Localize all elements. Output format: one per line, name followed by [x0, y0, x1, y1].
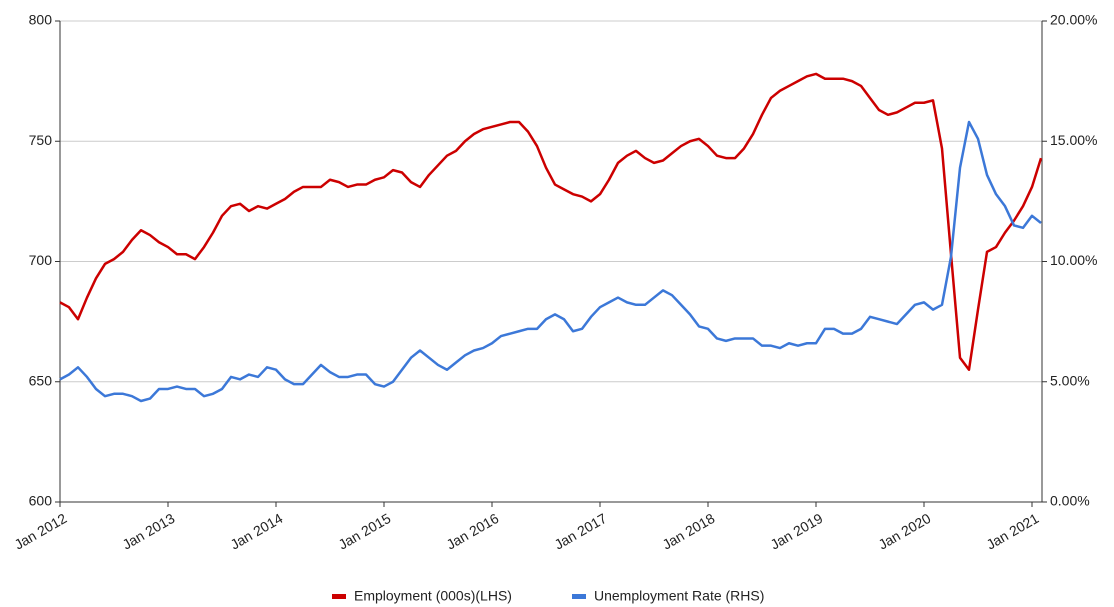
legend-label: Unemployment Rate (RHS): [594, 588, 764, 604]
legend-swatch: [332, 594, 346, 599]
x-tick-label: Jan 2020: [875, 510, 933, 553]
y2-tick-label: 0.00%: [1050, 493, 1090, 509]
y-tick-label: 600: [29, 493, 53, 509]
legend-swatch: [572, 594, 586, 599]
series-line: [59, 120, 1042, 403]
x-tick-label: Jan 2021: [983, 510, 1041, 553]
x-tick-label: Jan 2012: [11, 510, 69, 553]
x-tick-label: Jan 2018: [659, 510, 717, 553]
x-tick-label: Jan 2019: [767, 510, 825, 553]
x-tick-label: Jan 2014: [227, 510, 285, 553]
x-tick-label: Jan 2016: [443, 510, 501, 553]
x-tick-label: Jan 2013: [119, 510, 177, 553]
series-line: [59, 72, 1043, 371]
y-tick-label: 750: [29, 132, 53, 148]
x-tick-label: Jan 2015: [335, 510, 393, 553]
y-tick-label: 650: [29, 372, 53, 388]
y2-tick-label: 20.00%: [1050, 12, 1097, 28]
x-tick-label: Jan 2017: [551, 510, 609, 553]
y2-tick-label: 15.00%: [1050, 132, 1097, 148]
y-tick-label: 800: [29, 12, 53, 28]
y-tick-label: 700: [29, 252, 53, 268]
legend-label: Employment (000s)(LHS): [354, 588, 512, 604]
y2-tick-label: 10.00%: [1050, 252, 1097, 268]
y2-tick-label: 5.00%: [1050, 372, 1090, 388]
